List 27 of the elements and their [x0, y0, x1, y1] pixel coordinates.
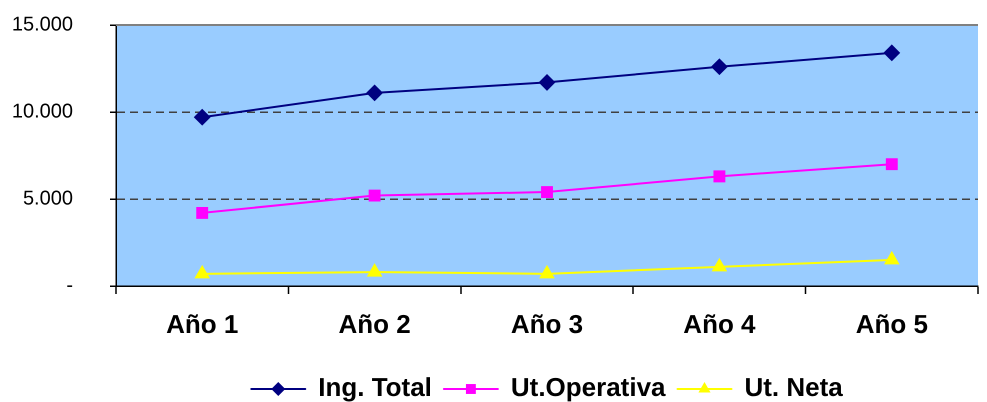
point — [196, 206, 208, 219]
point — [194, 109, 210, 126]
x-tick-label: Año 4 — [683, 308, 756, 339]
point — [368, 264, 382, 277]
point — [195, 266, 210, 278]
x-tick-label: Año 5 — [856, 308, 928, 339]
point — [539, 74, 555, 90]
y-tick-label: 5.000 — [22, 188, 73, 210]
y-tick-label: 10.000 — [12, 100, 73, 123]
point — [713, 170, 726, 182]
y-tick-label: - — [66, 274, 73, 297]
legend-label: Ut.Operativa — [510, 372, 666, 402]
point — [541, 186, 553, 198]
point — [540, 266, 554, 278]
point — [368, 190, 381, 202]
legend-label: Ing. Total — [318, 372, 432, 402]
point — [884, 44, 900, 61]
x-tick-label: Año 1 — [166, 308, 238, 339]
point — [712, 258, 726, 272]
point — [884, 252, 899, 264]
y-tick-label: 15.000 — [12, 14, 73, 36]
x-tick-label: Año 3 — [510, 308, 584, 339]
point — [886, 158, 898, 170]
legend-label: Ut. Neta — [744, 372, 844, 402]
point — [366, 84, 383, 101]
point — [711, 58, 728, 75]
x-tick-label: Año 2 — [338, 308, 411, 339]
